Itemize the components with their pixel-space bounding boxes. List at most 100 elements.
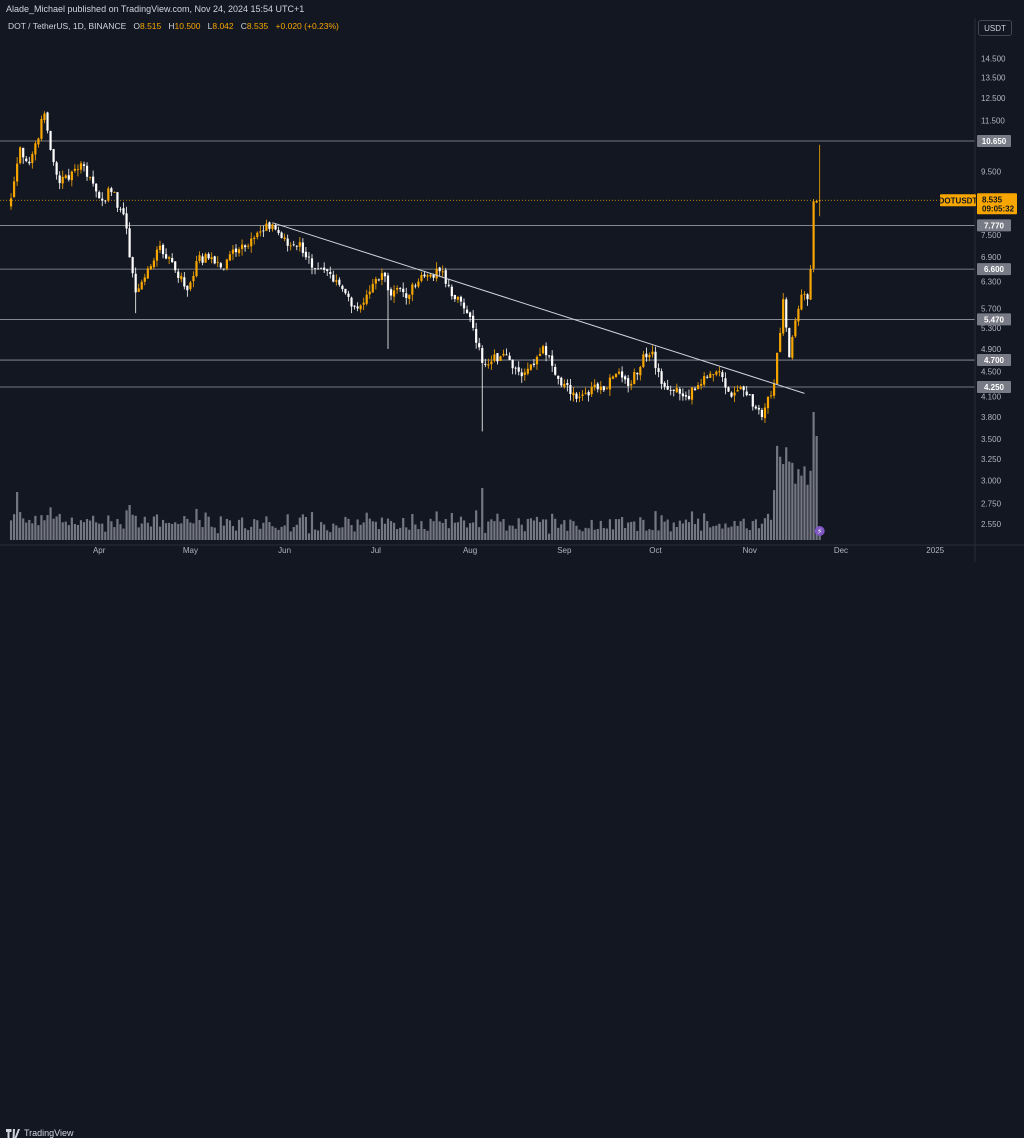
tradingview-logo-icon [6,1128,20,1138]
candle-body [630,383,633,386]
volume-bar [490,519,493,540]
volume-bar [158,526,162,540]
volume-bar [599,520,602,540]
volume-bar [396,529,399,540]
candle-body [541,346,545,354]
volume-bar [414,524,417,540]
volume-bar [171,523,174,540]
volume-bar [420,521,423,540]
volume-bar [76,524,80,540]
candle-body [578,396,581,398]
candle-body [538,353,542,356]
candle-body [675,387,678,393]
candle-body [225,259,228,269]
volume-bar [678,520,681,540]
volume-bar [247,530,250,540]
candle-body [605,388,608,390]
volume-bar [730,526,733,540]
candle-body [43,113,46,121]
volume-bar [405,527,408,540]
candle-body [219,263,222,268]
level-tag-label: 7.770 [984,221,1005,230]
volume-bar [526,518,529,540]
trendline[interactable] [272,222,805,394]
candle-body [502,353,505,356]
volume-bar [64,521,67,540]
countdown-label: 09:05:32 [982,204,1015,213]
volume-bar [426,530,429,540]
candle-body [757,407,760,410]
price-tick-label: 4.500 [981,368,1002,377]
volume-bar [776,445,779,540]
candle-body [617,371,621,374]
candle-body [9,198,13,207]
price-tick-label: 6.900 [981,253,1002,262]
volume-bar [739,521,742,540]
volume-bar [244,528,247,540]
candle-body [122,208,125,215]
candle-body [313,268,317,270]
volume-bar [338,527,341,540]
volume-bar [304,516,308,540]
candle-body [262,230,265,232]
candle-body [712,374,715,376]
candle-body [12,181,16,198]
candle-body [478,343,481,348]
volume-bar [16,492,19,540]
candle-body [289,245,292,247]
volume-bar [323,524,326,540]
volume-bar [548,533,551,540]
volume-bar [657,530,660,540]
volume-bar [204,512,207,540]
volume-bars [9,412,821,540]
volume-bar [557,527,560,540]
volume-bar [125,510,128,540]
candle-body [316,268,320,270]
candle-body [575,393,578,399]
candle-body [189,282,192,290]
candle-body [46,112,49,131]
volume-bar [28,519,31,540]
candle-body [751,394,754,407]
time-tick-label: Aug [463,546,477,555]
candle-body [593,384,596,388]
candle-body [447,284,450,286]
volume-bar [113,527,116,540]
volume-bar [213,527,216,540]
candle-body [274,225,277,230]
volume-bar [578,529,581,540]
candle-body [812,201,815,269]
price-axis[interactable]: 14.50013.50012.50011.5009.5008.5007.5006… [974,18,1006,562]
brand-logo[interactable]: TradingView [6,1128,74,1138]
volume-bar [760,523,764,540]
volume-bar [277,529,280,540]
volume-bar [782,464,785,540]
currency-button[interactable]: USDT [978,20,1012,36]
volume-bar [772,490,776,540]
ohlc-close: C8.535 [240,21,269,31]
volume-bar [736,525,739,540]
candle-body [298,242,301,247]
volume-bar [441,522,444,540]
candle-body [377,279,380,281]
candle-body [587,392,590,396]
volume-bar [168,522,171,540]
candle-body [663,382,666,387]
candle-body [548,355,551,357]
time-axis[interactable]: Apr May Jun Jul Aug Sep Oct Nov Dec 2025 [0,544,1024,555]
candle-body [490,361,493,365]
volume-bar [481,488,484,540]
volume-bar [353,531,356,540]
candle-body [52,149,55,163]
candle-body [128,228,131,258]
symbol-info: DOT / TetherUS, 1D, BINANCE [8,21,127,31]
candle-body [806,294,809,300]
volume-bar [593,529,596,540]
volume-bar [359,524,362,540]
candle-body [642,354,645,368]
candle-body [92,176,95,184]
price-chart[interactable]: 14.50013.50012.50011.5009.5008.5007.5006… [0,0,1024,562]
volume-bar [724,523,727,540]
volume-bar [344,516,347,540]
volume-bar [298,517,301,540]
